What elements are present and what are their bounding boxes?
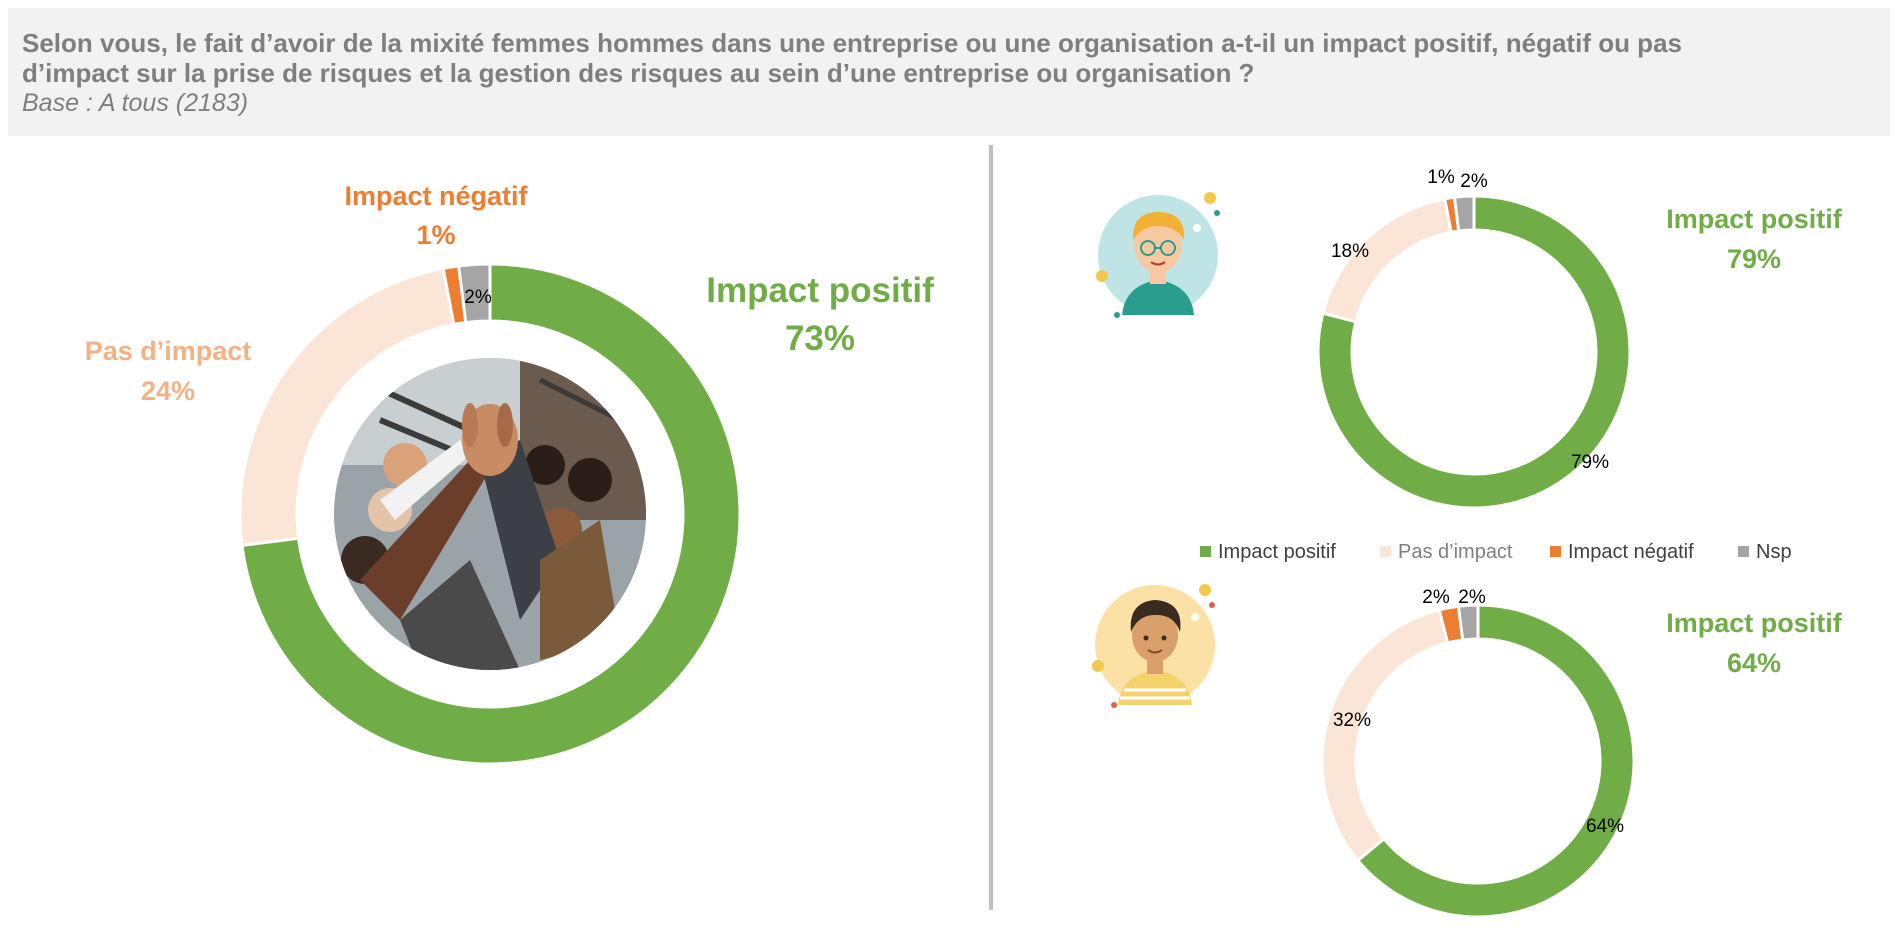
man-avatar-icon [1092,584,1215,708]
question-text-line2: d’impact sur la prise de risques et la g… [22,58,1255,88]
team-photo [334,358,646,670]
question-text-line1: Selon vous, le fait d’avoir de la mixité… [22,28,1682,58]
legend-item-negative: Impact négatif [1568,541,1694,563]
men-slice-negative: 2% [1422,587,1450,608]
panel-divider [989,145,993,910]
donut-chart-women [1316,194,1632,510]
men-slice-no-impact: 32% [1333,710,1371,731]
women-slice-positive: 79% [1571,452,1609,473]
women-slice-negative: 1% [1427,167,1455,188]
legend-item-positive: Impact positif [1218,541,1336,563]
legend-swatch-nsp [1738,546,1749,557]
label-negative-value: 1% [416,220,455,250]
legend-swatch-negative [1550,546,1561,557]
women-positive-value: 79% [1727,244,1781,274]
label-positive-name: Impact positif [706,271,934,310]
legend: Impact positif Pas d’impact Impact négat… [1200,541,1792,563]
question-header: Selon vous, le fait d’avoir de la mixité… [8,8,1890,136]
women-slice-nsp: 2% [1460,171,1488,192]
women-slice-positive [1316,194,1632,510]
men-slice-positive [1355,603,1636,919]
women-slice-no-impact: 18% [1331,241,1369,262]
donut-chart-men [1320,603,1636,919]
base-note: Base : A tous (2183) [22,89,249,117]
men-slice-nsp: 2% [1458,587,1486,608]
men-positive-value: 64% [1727,648,1781,678]
overall-slice-positive [240,262,742,766]
overall-slice-nsp [456,262,492,325]
men-positive-name: Impact positif [1666,608,1843,638]
men-slice-nsp [1456,603,1480,642]
label-nsp-value: 2% [464,287,492,308]
label-no-impact-name: Pas d’impact [85,336,252,366]
legend-swatch-no-impact [1380,546,1391,557]
legend-swatch-positive [1200,546,1211,557]
women-slice-nsp [1452,194,1476,233]
woman-avatar-icon [1096,192,1220,318]
legend-item-no-impact: Pas d’impact [1398,541,1513,563]
men-slice-no-impact [1320,608,1450,863]
men-slice-positive: 64% [1586,816,1624,837]
women-positive-name: Impact positif [1666,204,1843,234]
label-no-impact-value: 24% [141,376,195,406]
label-positive-value: 73% [785,319,855,358]
label-negative-name: Impact négatif [344,181,528,211]
donut-chart-overall [238,262,742,766]
legend-item-nsp: Nsp [1756,541,1792,563]
